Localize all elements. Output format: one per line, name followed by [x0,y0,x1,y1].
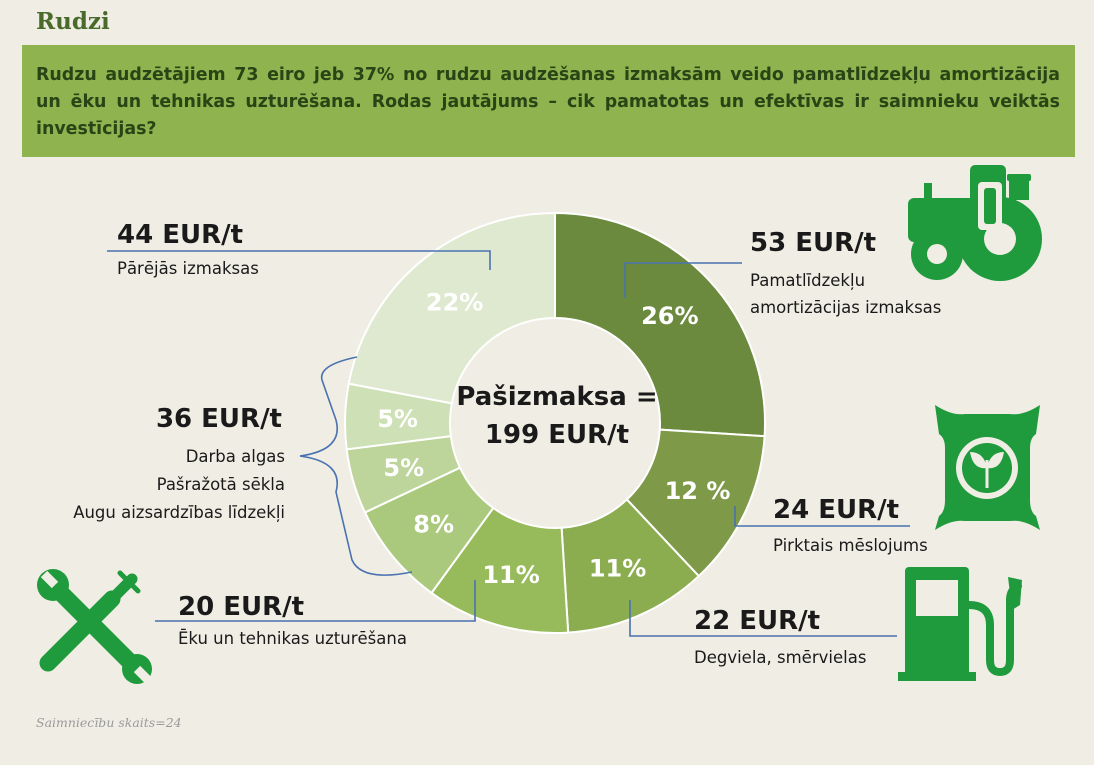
slice-label-1: 26% [641,302,698,330]
callout-fert-value: 24 EUR/t [773,495,900,525]
donut-slice-8 [347,211,556,405]
callout-maint-value: 20 EUR/t [178,592,305,622]
tractor-icon [908,165,1042,281]
callout-amort-label1: Pamatlīdzekļu [750,271,866,290]
callout-group-label1: Darba algas [185,447,285,466]
leader-line-amort [624,262,742,298]
center-label: Pašizmaksa = 199 EUR/t [440,378,674,454]
footnote: Saimniecību skaits=24 [36,715,182,730]
callout-other-value: 44 EUR/t [117,220,244,250]
slice-label-8: 22% [426,289,483,317]
bracket-group [299,356,413,576]
callout-group-value: 36 EUR/t [155,404,282,434]
callout-group-label3: Augu aizsardzības līdzekļi [73,503,285,522]
leader-line-maint [155,580,476,622]
fuel-pump-icon [898,567,1022,681]
callout-fert-label: Pirktais mēslojums [773,536,928,555]
slice-label-7: 5% [377,405,418,433]
center-label-line2: 199 EUR/t [484,420,630,450]
callout-amort-label2: amortizācijas izmaksas [750,298,942,317]
slice-label-5: 8% [413,510,454,538]
callout-amort-value: 53 EUR/t [750,228,877,258]
fertilizer-bag-icon [935,405,1040,530]
leader-line-other [107,250,491,270]
tools-icon [37,569,152,684]
leader-line-fuel [629,600,897,637]
slice-label-6: 5% [383,454,424,482]
slice-label-4: 11% [482,561,539,589]
summary-text: Rudzu audzētājiem 73 eiro jeb 37% no rud… [36,65,1060,139]
page-title: Rudzi [36,8,110,35]
slice-label-3: 11% [589,555,646,583]
leader-line-fert [734,506,910,527]
slice-labels: 26% 12 % 11% 11% 8% 5% 5% 22% [377,289,730,590]
leader-lines [107,250,910,637]
callout-fuel-value: 22 EUR/t [694,606,821,636]
callout-fuel-label: Degviela, smērvielas [694,648,867,667]
callout-group-label2: Pašražotā sēkla [156,475,285,494]
summary-banner: Rudzu audzētājiem 73 eiro jeb 37% no rud… [22,45,1075,157]
donut-slice-1 [554,211,766,438]
center-label-line1: Pašizmaksa = [456,382,658,412]
donut-chart [344,211,766,634]
callout-other-label: Pārējās izmaksas [117,259,259,278]
callout-maint-label: Ēku un tehnikas uzturēšana [178,629,407,648]
slice-label-2: 12 % [665,477,731,505]
